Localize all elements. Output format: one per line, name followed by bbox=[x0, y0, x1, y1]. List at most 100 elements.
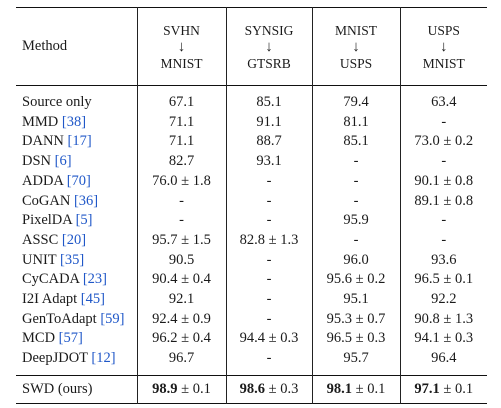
spacer-cell bbox=[225, 368, 312, 376]
value-cell: 89.1 ± 0.8 bbox=[399, 191, 487, 212]
value-cell: 90.5 bbox=[136, 250, 226, 271]
col-header-4: USPS ↓ MNIST bbox=[399, 7, 487, 86]
citation-link[interactable]: [57] bbox=[58, 330, 83, 347]
value-cell: - bbox=[225, 309, 312, 330]
method-name: CoGAN bbox=[22, 192, 71, 209]
value-cell: 67.1 bbox=[136, 93, 226, 113]
col-source: USPS bbox=[427, 22, 460, 38]
method-cell: ASSC [20] bbox=[16, 231, 137, 251]
method-cell: Source only bbox=[16, 93, 137, 113]
method-name: DANN bbox=[22, 133, 64, 150]
method-cell: DSN [6] bbox=[16, 152, 137, 172]
method-name: GenToAdapt bbox=[22, 310, 97, 327]
method-name: Source only bbox=[22, 94, 92, 110]
results-table-wrap: Method SVHN ↓ MNIST SYNSIG ↓ GTSRB bbox=[16, 7, 487, 404]
value-cell: 88.7 bbox=[225, 132, 312, 153]
value-cell: 90.4 ± 0.4 bbox=[136, 270, 226, 291]
citation-link[interactable]: [6] bbox=[54, 153, 72, 170]
arrow-icon: ↓ bbox=[352, 38, 360, 55]
citation-link[interactable]: [45] bbox=[80, 291, 105, 308]
method-header: Method bbox=[22, 37, 68, 54]
method-cell: ADDA [70] bbox=[16, 172, 137, 192]
table-row: DSN [6] 82.7 93.1- - bbox=[16, 152, 487, 172]
spacer-cell bbox=[399, 85, 487, 93]
ours-value: 98.1 ± 0.1 bbox=[311, 375, 400, 404]
value-cell: - bbox=[399, 211, 487, 231]
table-row: Source only 67.1 85.1 79.4 63.4 bbox=[16, 93, 487, 113]
value-cell: 90.8 ± 1.3 bbox=[399, 309, 487, 330]
citation-link[interactable]: [23] bbox=[82, 271, 108, 288]
value-cell: 95.3 ± 0.7 bbox=[311, 309, 400, 330]
value-cell: 95.7 ± 1.5 bbox=[136, 230, 226, 251]
table-row: CoGAN [36] - - -89.1 ± 0.8 bbox=[16, 191, 487, 212]
table-row: DANN [17] 71.1 88.7 85.1 73.0 ± 0.2 bbox=[16, 132, 487, 153]
value-cell: 82.8 ± 1.3 bbox=[225, 230, 312, 251]
table-row: CyCADA [23] 90.4 ± 0.4-95.6 ± 0.2 96.5 ± 0… bbox=[16, 270, 487, 291]
value-cell: 96.5 ± 0.3 bbox=[311, 329, 400, 350]
value-cell: - bbox=[225, 171, 312, 192]
arrow-icon: ↓ bbox=[440, 38, 448, 55]
table-row: PixelDA [5] - -95.9- bbox=[16, 211, 487, 231]
spacer-cell bbox=[311, 85, 400, 93]
method-cell: PixelDA [5] bbox=[16, 211, 137, 231]
value-cell: 95.9 bbox=[311, 211, 400, 231]
ours-method: SWD (ours) bbox=[22, 380, 93, 397]
table-row: MMD [38] 71.1 91.1 81.1- bbox=[16, 112, 487, 133]
col-source: MNIST bbox=[334, 22, 377, 38]
value-cell: 93.1 bbox=[225, 152, 312, 172]
ours-best-value: 98.9 bbox=[152, 380, 178, 397]
table-row: UNIT [35] 90.5-96.0 93.6 bbox=[16, 250, 487, 271]
value-cell: - bbox=[311, 171, 400, 192]
value-cell: - bbox=[225, 270, 312, 291]
value-cell: - bbox=[311, 191, 400, 212]
value-cell: 95.1 bbox=[311, 290, 400, 310]
citation-link[interactable]: [5] bbox=[75, 212, 93, 229]
value-cell: - bbox=[225, 191, 312, 212]
citation-link[interactable]: [20] bbox=[61, 231, 87, 248]
col-source: SYNSIG bbox=[244, 22, 294, 38]
value-cell: 63.4 bbox=[399, 93, 487, 113]
header-row: Method SVHN ↓ MNIST SYNSIG ↓ GTSRB bbox=[16, 7, 487, 86]
col-target: GTSRB bbox=[247, 55, 291, 71]
ours-best-value: 97.1 bbox=[414, 380, 440, 397]
citation-link[interactable]: [38] bbox=[61, 113, 87, 130]
citation-link[interactable]: [36] bbox=[73, 192, 99, 209]
ours-best-value: 98.1 bbox=[326, 380, 353, 397]
value-cell: 92.2 bbox=[399, 290, 487, 310]
table-row: DeepJDOT [12] 96.7-95.7 96.4 bbox=[16, 349, 487, 369]
col-source: SVHN bbox=[163, 22, 200, 38]
ours-value: 98.6 ± 0.3 bbox=[225, 375, 312, 404]
citation-link[interactable]: [12] bbox=[91, 350, 116, 367]
citation-link[interactable]: [35] bbox=[60, 251, 85, 268]
method-cell: MMD [38] bbox=[16, 113, 137, 133]
citation-link[interactable]: [17] bbox=[67, 133, 92, 150]
value-cell: 76.0 ± 1.8 bbox=[136, 171, 226, 192]
method-cell: CoGAN [36] bbox=[16, 192, 137, 212]
method-name: ASSC bbox=[22, 231, 59, 248]
method-cell: UNIT [35] bbox=[16, 251, 137, 271]
method-cell: GenToAdapt [59] bbox=[16, 310, 137, 330]
spacer-cell bbox=[225, 85, 312, 93]
method-name: PixelDA bbox=[22, 212, 72, 229]
value-cell: 96.0 bbox=[311, 250, 400, 271]
value-cell: 95.6 ± 0.2 bbox=[311, 270, 400, 291]
col-header-1: SVHN ↓ MNIST bbox=[136, 7, 226, 86]
spacer-cell bbox=[16, 86, 137, 94]
method-name: MCD bbox=[22, 330, 56, 347]
table-body: Source only 67.1 85.1 79.4 63.4 MMD [38] 71.1 9… bbox=[16, 85, 487, 404]
table-row: GenToAdapt [59] 92.4 ± 0.9-95.3 ± 0.7 90.8… bbox=[16, 309, 487, 330]
ours-std: ± 0.3 bbox=[265, 380, 299, 397]
value-cell: 85.1 bbox=[225, 93, 312, 113]
value-cell: - bbox=[311, 152, 400, 172]
value-cell: 96.4 bbox=[399, 349, 487, 369]
method-cell: DeepJDOT [12] bbox=[16, 349, 137, 369]
col-target: MNIST bbox=[422, 55, 465, 71]
col-target: USPS bbox=[339, 55, 373, 71]
value-cell: 94.4 ± 0.3 bbox=[225, 329, 312, 350]
citation-link[interactable]: [70] bbox=[66, 172, 91, 189]
value-cell: 79.4 bbox=[311, 93, 400, 113]
citation-link[interactable]: [59] bbox=[100, 310, 125, 327]
table-row: ASSC [20] 95.7 ± 1.5 82.8 ± 1.3- - bbox=[16, 230, 487, 251]
col-header-2: SYNSIG ↓ GTSRB bbox=[225, 7, 312, 86]
spacer-cell bbox=[311, 368, 400, 376]
